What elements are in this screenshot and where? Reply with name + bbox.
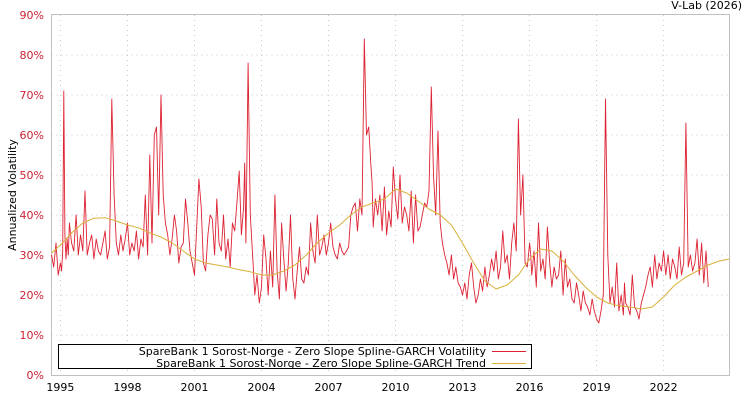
x-tick-label: 2010: [382, 381, 410, 394]
x-tick-label: 1995: [46, 381, 74, 394]
x-axis-ticks: 1995 1998 2001 2004 2007 2010 2013 2016 2019 2022: [46, 381, 677, 394]
y-tick-label: 0%: [27, 369, 44, 382]
y-axis-label: Annualized Volatility: [6, 139, 19, 251]
x-tick-label: 2022: [650, 381, 678, 394]
y-tick-label: 20%: [20, 289, 44, 302]
volatility-line: [51, 38, 709, 324]
y-tick-label: 30%: [20, 249, 44, 262]
legend: SpareBank 1 Sorost-Norge - Zero Slope Sp…: [58, 344, 532, 370]
y-axis-ticks: 0% 10% 20% 30% 40% 50% 60% 70% 80% 90%: [20, 9, 44, 382]
x-tick-label: 2001: [180, 381, 208, 394]
x-tick-label: 2016: [516, 381, 544, 394]
y-tick-label: 80%: [20, 49, 44, 62]
y-tick-label: 90%: [20, 9, 44, 22]
x-tick-label: 2013: [449, 381, 477, 394]
legend-label-volatility: SpareBank 1 Sorost-Norge - Zero Slope Sp…: [139, 345, 487, 358]
source-credit: V-Lab (2026): [671, 0, 742, 12]
trend-line: [51, 188, 730, 310]
y-tick-label: 70%: [20, 89, 44, 102]
x-tick-label: 2019: [583, 381, 611, 394]
y-tick-label: 10%: [20, 329, 44, 342]
x-tick-label: 2004: [247, 381, 275, 394]
legend-label-trend: SpareBank 1 Sorost-Norge - Zero Slope Sp…: [156, 357, 486, 370]
legend-box: [58, 344, 532, 369]
x-tick-label: 2007: [315, 381, 343, 394]
plot-area: [51, 14, 730, 376]
x-tick-label: 1998: [113, 381, 141, 394]
y-tick-label: 60%: [20, 129, 44, 142]
y-tick-label: 40%: [20, 209, 44, 222]
series-layer: [51, 38, 730, 324]
y-tick-label: 50%: [20, 169, 44, 182]
